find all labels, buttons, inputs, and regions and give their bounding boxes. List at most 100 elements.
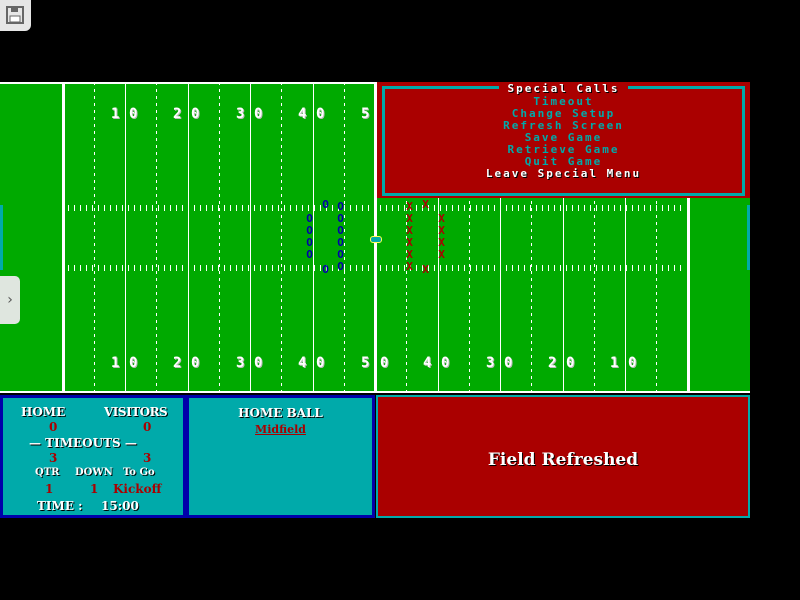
home-player[interactable]: O [337, 236, 344, 249]
yard-number-bottom: 0 [566, 355, 575, 371]
menu-item-quit-game[interactable]: Quit Game [524, 155, 603, 168]
yard-number-bottom: 1 [111, 355, 120, 371]
home-label: HOME [21, 405, 66, 419]
yard-number-bottom: 4 [423, 355, 432, 371]
visitor-player[interactable]: X [438, 224, 445, 237]
yard-number-bottom: 0 [316, 355, 325, 371]
yard-line [281, 82, 282, 393]
yard-line [344, 82, 345, 393]
yard-line [313, 82, 314, 393]
game-clock: 15:00 [101, 499, 139, 513]
status-message: Field Refreshed [487, 450, 639, 470]
home-player[interactable]: O [322, 198, 329, 211]
yard-line [469, 82, 470, 393]
down-value: 1 [90, 482, 99, 496]
left-end-marker [0, 205, 3, 270]
visitors-score: 0 [143, 420, 152, 434]
yard-number-bottom: 0 [129, 355, 138, 371]
menu-item-change-setup[interactable]: Change Setup [511, 107, 616, 120]
home-timeouts: 3 [49, 451, 58, 465]
yard-line [594, 82, 595, 393]
save-button[interactable] [0, 0, 31, 31]
scoreboard-panel: HOME VISITORS 0 0 — TIMEOUTS — 3 3 QTR D… [0, 395, 186, 518]
home-player[interactable]: O [306, 224, 313, 237]
down-label: DOWN [75, 467, 113, 478]
yard-number-top: 4 [298, 106, 307, 122]
possession-label: HOME BALL [238, 406, 323, 420]
home-player[interactable]: O [306, 236, 313, 249]
visitor-player[interactable]: X [406, 212, 413, 225]
time-label: TIME : [37, 499, 83, 513]
yard-number-bottom: 5 [361, 355, 370, 371]
yard-number-top: 1 [111, 106, 120, 122]
visitor-player[interactable]: X [438, 248, 445, 261]
right-end-marker [747, 205, 750, 270]
hash-marks-top [68, 205, 683, 211]
home-player[interactable]: O [322, 263, 329, 276]
yard-number-bottom: 0 [441, 355, 450, 371]
visitor-player[interactable]: X [406, 200, 413, 213]
visitor-player[interactable]: X [422, 198, 429, 211]
home-player[interactable]: O [337, 248, 344, 261]
home-player[interactable]: O [306, 212, 313, 225]
menu-item-timeout[interactable]: Timeout [533, 95, 594, 108]
yard-line [406, 82, 407, 393]
yard-number-bottom: 0 [254, 355, 263, 371]
football[interactable] [370, 236, 382, 243]
visitor-player[interactable]: X [422, 263, 429, 276]
yard-number-top: 0 [191, 106, 200, 122]
yard-line [500, 82, 501, 393]
yard-line [563, 82, 564, 393]
yard-number-bottom: 2 [173, 355, 182, 371]
visitor-player[interactable]: X [406, 248, 413, 261]
chevron-right-icon: › [7, 292, 13, 308]
visitor-player[interactable]: X [406, 224, 413, 237]
yard-number-bottom: 0 [380, 355, 389, 371]
visitor-player[interactable]: X [406, 236, 413, 249]
hash-marks-bottom [68, 265, 683, 271]
yard-line [250, 82, 251, 393]
yard-number-bottom: 4 [298, 355, 307, 371]
yard-line [94, 82, 95, 393]
special-calls-menu: Special Calls Timeout Change Setup Refre… [377, 82, 750, 198]
menu-item-refresh-screen[interactable]: Refresh Screen [503, 119, 624, 132]
yard-number-bottom: 2 [548, 355, 557, 371]
yard-line [625, 82, 626, 393]
yard-line [531, 82, 532, 393]
yard-number-top: 2 [173, 106, 182, 122]
menu-item-save-game[interactable]: Save Game [524, 131, 603, 144]
floppy-disk-icon [6, 6, 24, 24]
yard-line [188, 82, 189, 393]
side-panel-toggle[interactable]: › [0, 276, 20, 324]
home-player[interactable]: O [337, 200, 344, 213]
visitor-player[interactable]: X [438, 236, 445, 249]
visitor-player[interactable]: X [406, 260, 413, 273]
menu-item-retrieve-game[interactable]: Retrieve Game [507, 143, 620, 156]
qtr-label: QTR [35, 467, 60, 478]
timeouts-label: — TIMEOUTS — [29, 436, 137, 450]
yard-number-bottom: 0 [504, 355, 513, 371]
visitors-timeouts: 3 [143, 451, 152, 465]
home-player[interactable]: O [306, 248, 313, 261]
right-goal-line [687, 82, 690, 393]
menu-item-leave-special-menu[interactable]: Leave Special Menu [485, 167, 642, 180]
yard-number-top: 5 [361, 106, 370, 122]
menu-title: Special Calls [499, 82, 628, 95]
ball-info-panel: HOME BALL Midfield [186, 395, 375, 518]
quarter-value: 1 [45, 482, 54, 496]
yard-line [656, 82, 657, 393]
home-player[interactable]: O [337, 212, 344, 225]
yard-number-top: 3 [236, 106, 245, 122]
togo-value: Kickoff [113, 482, 162, 496]
ball-location: Midfield [255, 423, 306, 436]
home-player[interactable]: O [337, 260, 344, 273]
home-player[interactable]: O [337, 224, 344, 237]
home-score: 0 [49, 420, 58, 434]
message-panel: Field Refreshed [376, 395, 750, 518]
visitor-player[interactable]: X [438, 212, 445, 225]
yard-number-top: 0 [129, 106, 138, 122]
yard-line [125, 82, 126, 393]
yard-number-bottom: 3 [486, 355, 495, 371]
yard-number-bottom: 0 [628, 355, 637, 371]
